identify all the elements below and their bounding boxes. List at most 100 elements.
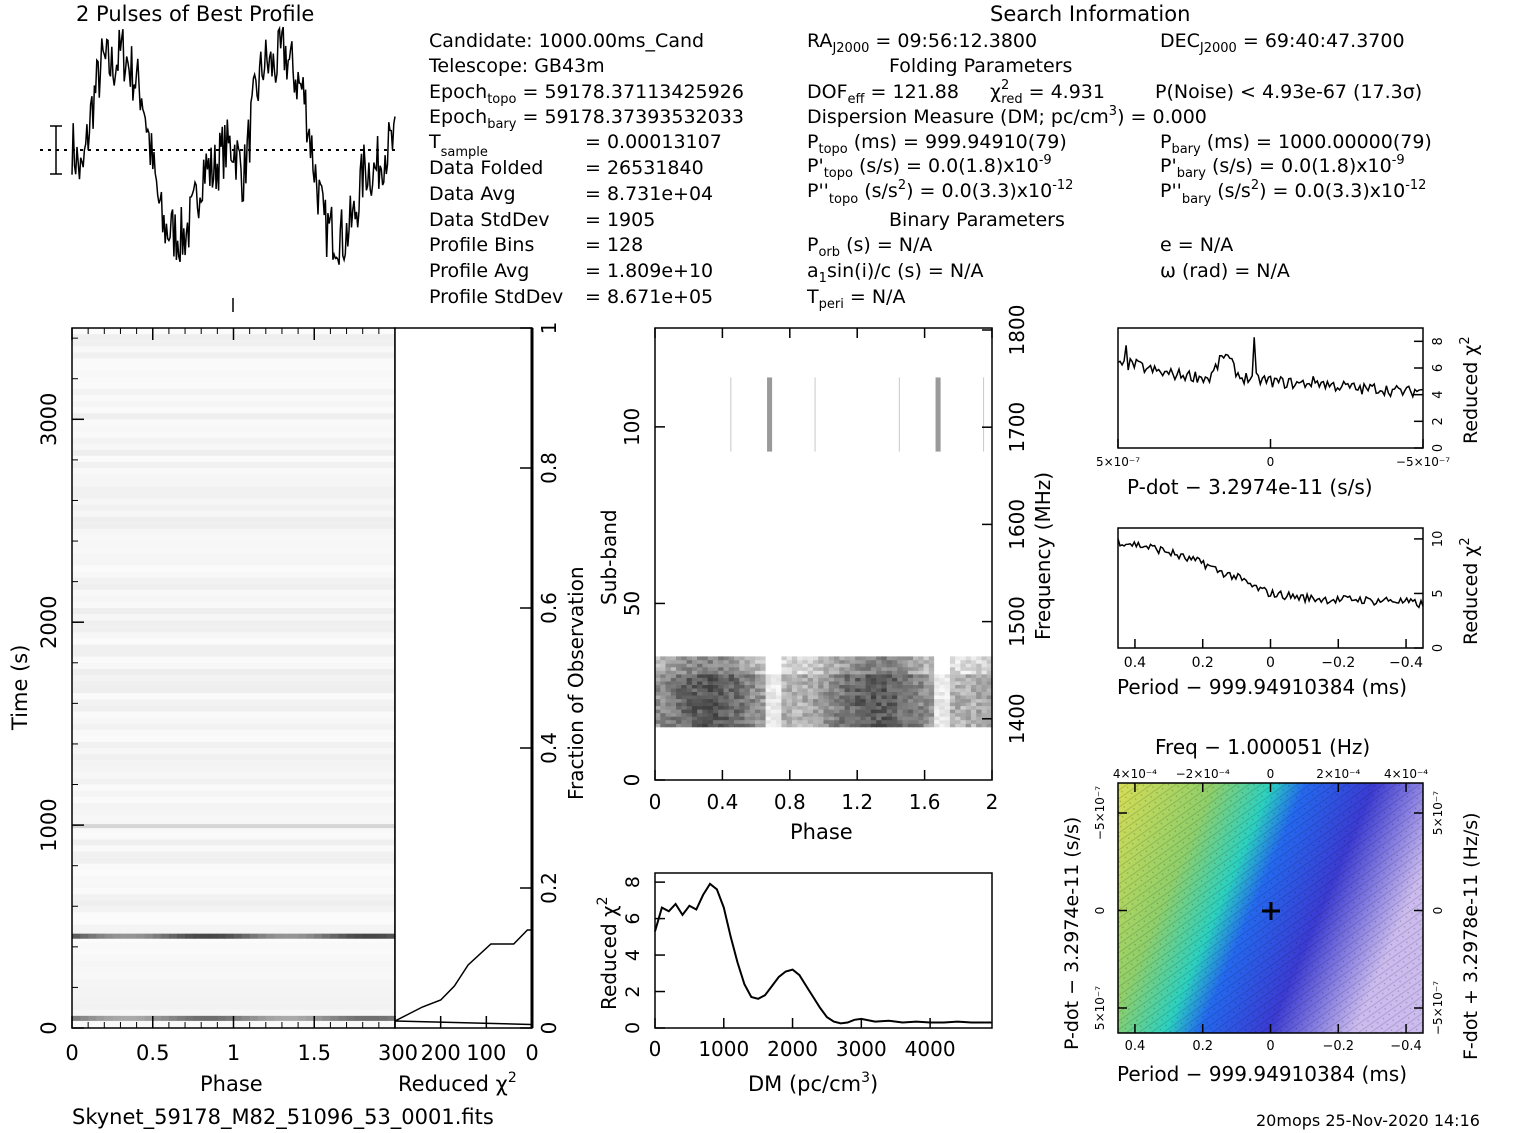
dark-band-cell: [314, 933, 323, 939]
subband-cell: [949, 695, 956, 700]
telescope-text: Telescope: GB43m: [428, 55, 605, 77]
subband-cell: [960, 656, 967, 661]
dark-band-cell: [168, 1015, 178, 1021]
subband-cell: [981, 720, 988, 724]
subband-cell: [734, 656, 740, 661]
subband-cell: [655, 667, 661, 671]
subband-cell: [781, 702, 788, 707]
subband-cell: [881, 712, 888, 717]
tick-label: 3000: [836, 1037, 887, 1061]
subband-cell: [839, 709, 846, 714]
subband-cell: [913, 695, 919, 700]
subband-cell: [976, 720, 983, 724]
subband-cell: [781, 716, 788, 721]
subband-cell: [670, 705, 677, 710]
subband-cell: [981, 698, 988, 703]
subband-cell: [802, 695, 809, 700]
subband-cell: [976, 702, 983, 707]
subband-cell: [913, 716, 919, 721]
tick-label: 0: [1267, 767, 1275, 781]
subband-cell: [776, 723, 782, 728]
tick-label: 50: [620, 591, 644, 616]
pp-x-ticks: 0.4 0.2 0 −0.2 −0.4: [1125, 1024, 1422, 1054]
subband-cell: [818, 698, 825, 703]
subband-cell: [723, 705, 730, 710]
subband-cell: [702, 698, 709, 703]
asini-text: a1sin(i)/c (s) = N/A: [807, 260, 983, 286]
subband-cell: [970, 674, 977, 678]
subband-cell: [723, 702, 730, 707]
time-phase-xlabel: Phase: [200, 1072, 263, 1096]
subband-cell: [918, 705, 925, 710]
subband-cell: [813, 659, 819, 664]
subband-cell: [686, 720, 693, 724]
subband-cell: [660, 723, 667, 728]
subband-cell: [712, 677, 719, 682]
subband-cell: [970, 684, 977, 689]
subband-cell: [876, 716, 883, 721]
subband-cell: [749, 716, 756, 721]
subband-cell: [886, 720, 893, 724]
dark-band-cell: [160, 933, 170, 939]
subband-cell: [765, 695, 772, 700]
subband-cell: [807, 663, 814, 668]
subband-cell: [902, 709, 909, 714]
subband-cell: [970, 688, 977, 692]
subband-cell: [928, 698, 935, 703]
subband-cell: [797, 684, 804, 689]
subband-cell: [892, 674, 898, 678]
subband-cell: [802, 659, 809, 664]
subband-cell: [865, 695, 872, 700]
subband-cell: [949, 667, 956, 671]
subband-cell: [876, 670, 883, 675]
tick-label: 100: [620, 408, 644, 446]
subband-cell: [655, 723, 661, 728]
time-row: [72, 632, 395, 639]
time-row: [72, 376, 395, 383]
subband-cell: [807, 705, 814, 710]
tperi-text: Tperi = N/A: [806, 286, 905, 312]
subband-cell: [813, 688, 819, 692]
subband-cell: [860, 667, 867, 671]
subband-cell: [892, 698, 898, 703]
subband-cell: [981, 705, 988, 710]
subband-cell: [965, 695, 972, 700]
subband-cell: [860, 681, 867, 685]
subband-cell: [960, 716, 967, 721]
tick-label: 2000: [767, 1037, 818, 1061]
tick-label: 0: [1093, 907, 1107, 915]
subband-cell: [681, 681, 688, 685]
subband-cell: [976, 677, 983, 682]
subband-cell: [955, 723, 961, 728]
subband-cell: [823, 659, 830, 664]
time-row: [72, 735, 395, 742]
subband-cell: [823, 695, 830, 700]
subband-cell: [976, 684, 983, 689]
subband-cell: [776, 705, 782, 710]
subband-cell: [818, 723, 825, 728]
subband-cell: [655, 663, 661, 668]
subband-cell: [739, 698, 746, 703]
subband-cell: [755, 716, 761, 721]
subband-cell: [818, 663, 825, 668]
time-row: [72, 808, 395, 815]
subband-cell: [860, 691, 867, 696]
subband-cell: [681, 716, 688, 721]
subband-cell: [744, 720, 751, 724]
subband-cell: [702, 709, 709, 714]
subband-cell: [939, 663, 946, 668]
subband-cell: [765, 677, 772, 682]
time-row: [72, 1003, 395, 1010]
tick-label: 0.4: [1125, 1039, 1146, 1054]
subband-cell: [791, 712, 798, 717]
time-phase-ylabel: Time (s): [8, 645, 32, 731]
pp-plane-panel: Freq − 1.000051 (Hz) 0.4 0.2 0 −0.2 −0.4 4×1…: [1061, 735, 1482, 1086]
subband-cell: [718, 670, 725, 675]
subband-cell: [718, 702, 725, 707]
subband-x-ticks: 0 0.4 0.8 1.2 1.6 2: [649, 328, 998, 814]
subband-cell: [970, 709, 977, 714]
subband-cell: [834, 684, 840, 689]
subband-cell: [712, 720, 719, 724]
subband-cell: [670, 702, 677, 707]
subband-cell: [739, 705, 746, 710]
